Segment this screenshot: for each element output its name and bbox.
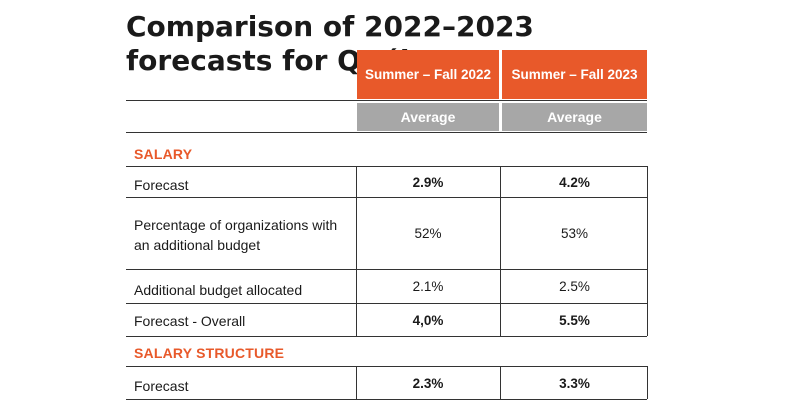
value-forecast-overall-2022: 4,0%: [412, 312, 444, 328]
divider: [126, 336, 647, 337]
section-salary-structure: SALARY STRUCTURE: [134, 345, 285, 361]
divider: [126, 166, 647, 167]
column-separator: [500, 366, 501, 399]
row-label-structure-forecast: Forecast: [134, 377, 189, 394]
column-separator: [647, 166, 648, 336]
divider: [126, 303, 647, 304]
row-label-forecast: Forecast: [134, 176, 189, 193]
value-forecast-2023: 4.2%: [559, 174, 590, 190]
value-structure-forecast-2022: 2.3%: [412, 375, 444, 391]
divider: [126, 366, 647, 367]
divider: [126, 100, 647, 101]
subheader-average-2023: Average: [502, 103, 647, 131]
column-separator: [500, 166, 501, 336]
column-header-2022: Summer – Fall 2022: [357, 50, 499, 99]
row-label-forecast-overall: Forecast - Overall: [134, 312, 246, 329]
column-header-2023: Summer – Fall 2023: [502, 50, 647, 99]
value-forecast-overall-2023: 5.5%: [559, 312, 590, 328]
value-additional-budget-allocated-2023: 2.5%: [559, 279, 590, 294]
divider: [126, 197, 647, 198]
divider: [126, 269, 647, 270]
value-additional-budget-pct-2022: 52%: [414, 226, 442, 241]
value-additional-budget-allocated-2022: 2.1%: [412, 279, 444, 294]
value-forecast-2022: 2.9%: [412, 174, 444, 190]
value-structure-forecast-2023: 3.3%: [559, 375, 590, 391]
divider: [126, 399, 647, 400]
subheader-average-2022: Average: [357, 103, 499, 131]
row-label-additional-budget-allocated: Additional budget allocated: [134, 281, 303, 298]
divider: [126, 132, 647, 133]
section-salary: SALARY: [134, 146, 193, 162]
value-additional-budget-pct-2023: 53%: [560, 226, 589, 241]
column-separator: [356, 166, 357, 336]
column-separator: [356, 366, 357, 399]
row-label-additional-budget-pct: Percentage of organizations with an addi…: [134, 216, 338, 254]
column-separator: [647, 366, 648, 399]
